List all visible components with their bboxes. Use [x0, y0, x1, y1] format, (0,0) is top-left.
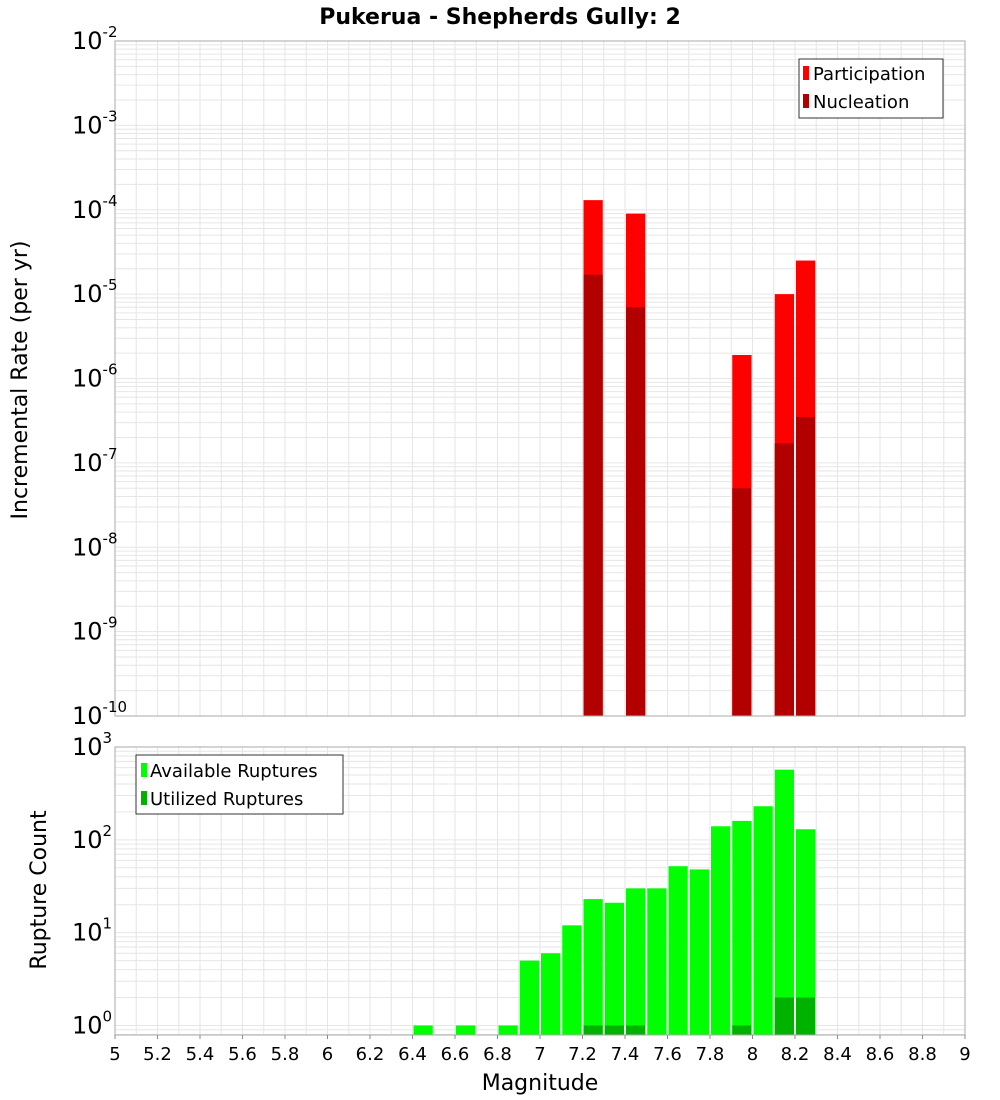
top-y-tick-label: 10-5 — [72, 276, 118, 308]
x-tick-label: 5.4 — [186, 1044, 215, 1065]
available-ruptures-bar — [562, 925, 582, 1035]
x-tick-label: 6 — [322, 1044, 333, 1065]
bottom-bars — [413, 769, 816, 1035]
top-bars — [583, 200, 816, 717]
participation-legend-swatch — [803, 66, 809, 80]
utilized-ruptures-bar — [796, 997, 816, 1035]
x-tick-label: 7.8 — [696, 1044, 725, 1065]
available-ruptures-bar — [583, 899, 603, 1035]
available-ruptures-bar — [774, 769, 794, 1035]
nucleation-bar — [796, 416, 816, 716]
bottom-legend-box — [135, 754, 344, 815]
x-tick-label: 5.6 — [228, 1044, 257, 1065]
available-ruptures-bar — [711, 826, 731, 1035]
top-y-tick-label: 10-4 — [72, 192, 118, 224]
x-tick-label: 8.4 — [823, 1044, 852, 1065]
nucleation-bar — [583, 274, 603, 716]
bottom-y-tick-label: 100 — [72, 1007, 112, 1039]
top-y-axis-title: Incremental Rate (per yr) — [8, 241, 33, 520]
x-tick-label: 6.8 — [483, 1044, 512, 1065]
top-y-tick-label: 10-8 — [72, 529, 118, 561]
nucleation-legend-swatch — [803, 94, 809, 108]
available-ruptures-bar — [732, 820, 752, 1035]
utilized-ruptures-bar — [583, 1025, 603, 1035]
x-tick-label: 8 — [747, 1044, 758, 1065]
available-ruptures-bar — [413, 1025, 433, 1035]
bottom-y-tick-label: 103 — [72, 729, 112, 761]
available-ruptures-bar — [519, 960, 539, 1035]
available-ruptures-bar — [456, 1025, 476, 1035]
top-y-tick-label: 10-7 — [72, 445, 118, 477]
x-tick-label: 5.2 — [143, 1044, 172, 1065]
bottom-grid — [114, 746, 966, 1035]
x-tick-label: 6.4 — [398, 1044, 427, 1065]
bottom-y-tick-label: 101 — [72, 915, 112, 947]
rupture-count-chart: 100 101 102 103 5 5.2 5.4 5.6 5.8 6 6.2 6.4 6.6 6.8 7… — [27, 729, 971, 1096]
available-ruptures-bar — [796, 829, 816, 1035]
available-ruptures-bar — [647, 888, 667, 1035]
top-y-ticks: 10-10 10-9 10-8 10-7 10-6 10-5 10-4 10-3 10-2 — [72, 23, 127, 730]
x-tick-label: 8.2 — [781, 1044, 810, 1065]
utilized-ruptures-bar — [732, 1025, 752, 1035]
utilized-legend-label: Utilized Ruptures — [150, 789, 303, 810]
x-tick-label: 7 — [534, 1044, 545, 1065]
x-tick-label: 5 — [109, 1044, 120, 1065]
top-legend-box — [798, 58, 944, 119]
nucleation-bar — [732, 488, 752, 716]
nucleation-bar — [774, 443, 794, 716]
bottom-y-tick-label: 102 — [72, 822, 112, 854]
nucleation-bar — [626, 307, 646, 716]
x-tick-label: 5.8 — [271, 1044, 300, 1065]
available-ruptures-bar — [689, 869, 709, 1035]
x-tick-label: 7.2 — [568, 1044, 597, 1065]
top-y-tick-label: 10-3 — [72, 107, 118, 139]
x-axis-title: Magnitude — [482, 1071, 599, 1096]
utilized-ruptures-bar — [774, 997, 794, 1035]
x-tick-label: 7.4 — [611, 1044, 640, 1065]
participation-legend-label: Participation — [813, 64, 925, 85]
nucleation-legend-label: Nucleation — [813, 92, 909, 113]
bottom-legend: Available Ruptures Utilized Ruptures — [135, 754, 344, 815]
available-ruptures-bar — [498, 1025, 518, 1035]
utilized-ruptures-bar — [604, 1025, 624, 1035]
x-tick-label: 9 — [959, 1044, 970, 1065]
available-ruptures-bar — [626, 888, 646, 1035]
top-y-tick-label: 10-6 — [72, 361, 118, 393]
top-y-tick-label: 10-9 — [72, 614, 118, 646]
top-grid — [114, 40, 966, 717]
top-plot-frame — [114, 40, 966, 717]
top-y-tick-label: 10-10 — [72, 698, 127, 730]
x-tick-label: 6.2 — [356, 1044, 385, 1065]
utilized-ruptures-bar — [626, 1025, 646, 1035]
bottom-y-ticks: 100 101 102 103 — [72, 729, 112, 1039]
available-ruptures-bar — [604, 902, 624, 1035]
available-legend-label: Available Ruptures — [150, 761, 318, 782]
available-ruptures-bar — [668, 866, 688, 1035]
available-ruptures-bar — [541, 953, 561, 1035]
top-y-tick-label: 10-2 — [72, 23, 118, 55]
x-tick-label: 6.6 — [441, 1044, 470, 1065]
x-ticks: 5 5.2 5.4 5.6 5.8 6 6.2 6.4 6.6 6.8 7 7.2 7.4 7.6 7.8 8… — [109, 1035, 971, 1065]
top-legend: Participation Nucleation — [798, 58, 944, 119]
available-ruptures-bar — [753, 806, 773, 1035]
x-tick-label: 7.6 — [653, 1044, 682, 1065]
utilized-legend-swatch — [141, 791, 147, 805]
available-legend-swatch — [141, 763, 147, 777]
x-tick-label: 8.6 — [866, 1044, 895, 1065]
chart-title: Pukerua - Shepherds Gully: 2 — [319, 5, 681, 30]
bottom-y-axis-title: Rupture Count — [27, 810, 52, 970]
x-tick-label: 8.8 — [908, 1044, 937, 1065]
participation-chart: 10-10 10-9 10-8 10-7 10-6 10-5 10-4 10-3 10-2 In… — [8, 23, 966, 730]
